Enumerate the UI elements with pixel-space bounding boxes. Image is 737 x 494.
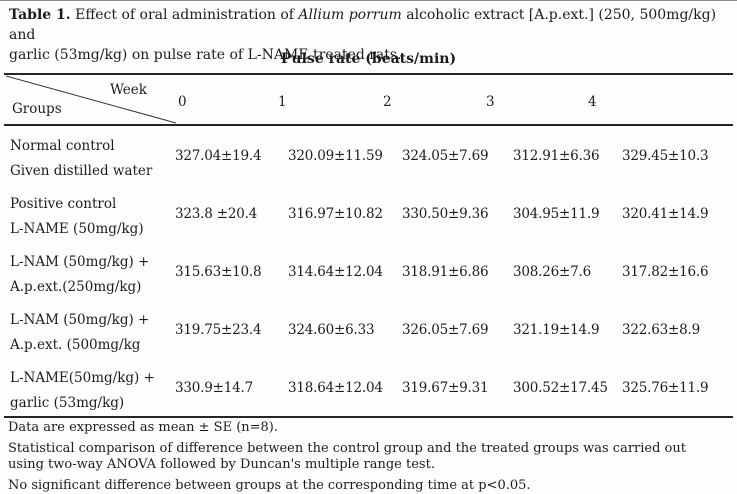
cell-value: 318.91±6.86 [402,264,489,280]
corner-groups-label: Groups [12,101,62,117]
diagonal-divider [6,75,176,124]
group-line2: L-NAME (50mg/kg) [10,221,144,237]
group-line2: garlic (53mg/kg) [10,395,125,411]
group-name-cell: Positive control L-NAME (50mg/kg) [0,185,168,243]
caption-line2: garlic (53mg/kg) on pulse rate of L-NAME… [9,47,402,63]
footnote-anova: Statistical comparison of difference bet… [8,441,686,472]
cell-value: 314.64±12.04 [288,264,383,280]
footnote-mean-se: Data are expressed as mean ± SE (n=8). [8,420,279,435]
cell-value: 329.45±10.3 [622,148,709,164]
cell-value: 317.82±16.6 [622,264,709,280]
group-line2: A.p.ext.(250mg/kg) [10,279,142,295]
caption-species-name: Allium porrum [298,7,402,23]
group-line1: Positive control [10,196,117,212]
cell-value: 319.67±9.31 [402,380,489,396]
group-line1: L-NAM (50mg/kg) + [10,312,150,328]
cell-value: 330.50±9.36 [402,206,489,222]
cell-value: 316.97±10.82 [288,206,383,222]
caption-label: Table 1. [9,7,71,23]
group-line1: L-NAME(50mg/kg) + [10,370,155,386]
table-row: L-NAM (50mg/kg) + A.p.ext. (500mg/kg 319… [0,301,737,359]
cell-value: 304.95±11.9 [513,206,600,222]
rule-under-header [4,124,733,126]
cell-value: 319.75±23.4 [175,322,262,338]
week-header-4: 4 [588,94,597,110]
footnotes: Data are expressed as mean ± SE (n=8). S… [8,420,729,494]
cell-value: 322.63±8.9 [622,322,701,338]
group-name-cell: Normal control Given distilled water [0,127,168,185]
corner-week-label: Week [110,82,147,98]
cell-value: 327.04±19.4 [175,148,262,164]
cell-value: 320.41±14.9 [622,206,709,222]
table-row: L-NAME(50mg/kg) + garlic (53mg/kg) 330.9… [0,359,737,417]
group-line2: A.p.ext. (500mg/kg [10,337,141,353]
table-row: Positive control L-NAME (50mg/kg) 323.8 … [0,185,737,243]
week-header-1: 1 [278,94,287,110]
cell-value: 318.64±12.04 [288,380,383,396]
caption-text: alcoholic extract [A.p.ext.] (250, 500mg… [9,7,717,43]
cell-value: 330.9±14.7 [175,380,254,396]
week-header-0: 0 [178,94,187,110]
cell-value: 308.26±7.6 [513,264,592,280]
caption-line1: Table 1. Effect of oral administration o… [9,5,731,45]
group-line1: L-NAM (50mg/kg) + [10,254,150,270]
cell-value: 324.05±7.69 [402,148,489,164]
cell-value: 312.91±6.36 [513,148,600,164]
table-title: Pulse rate (beats/min) [280,51,457,67]
cell-value: 325.76±11.9 [622,380,709,396]
cell-value: 323.8 ±20.4 [175,206,258,222]
top-border-line [0,0,737,1]
cell-value: 300.52±17.45 [513,380,608,396]
table-row: Normal control Given distilled water 327… [0,127,737,185]
caption-text: Effect of oral administration of [75,7,299,23]
footnote-significance: No significant difference between groups… [8,478,531,493]
table-body: Normal control Given distilled water 327… [0,127,737,417]
cell-value: 315.63±10.8 [175,264,262,280]
group-name-cell: L-NAME(50mg/kg) + garlic (53mg/kg) [0,359,168,417]
table-row: L-NAM (50mg/kg) + A.p.ext.(250mg/kg) 315… [0,243,737,301]
rule-under-title [4,73,733,75]
week-header-3: 3 [486,94,495,110]
table-caption: Table 1. Effect of oral administration o… [9,5,731,65]
cell-value: 321.19±14.9 [513,322,600,338]
week-header-2: 2 [383,94,392,110]
group-name-cell: L-NAM (50mg/kg) + A.p.ext.(250mg/kg) [0,243,168,301]
group-line2: Given distilled water [10,163,153,179]
cell-value: 326.05±7.69 [402,322,489,338]
group-name-cell: L-NAM (50mg/kg) + A.p.ext. (500mg/kg [0,301,168,359]
group-line1: Normal control [10,138,115,154]
cell-value: 324.60±6.33 [288,322,375,338]
table-header-row: Week Groups 0 1 2 3 4 [4,75,733,124]
rule-above-footnotes [4,416,733,418]
cell-value: 320.09±11.59 [288,148,383,164]
